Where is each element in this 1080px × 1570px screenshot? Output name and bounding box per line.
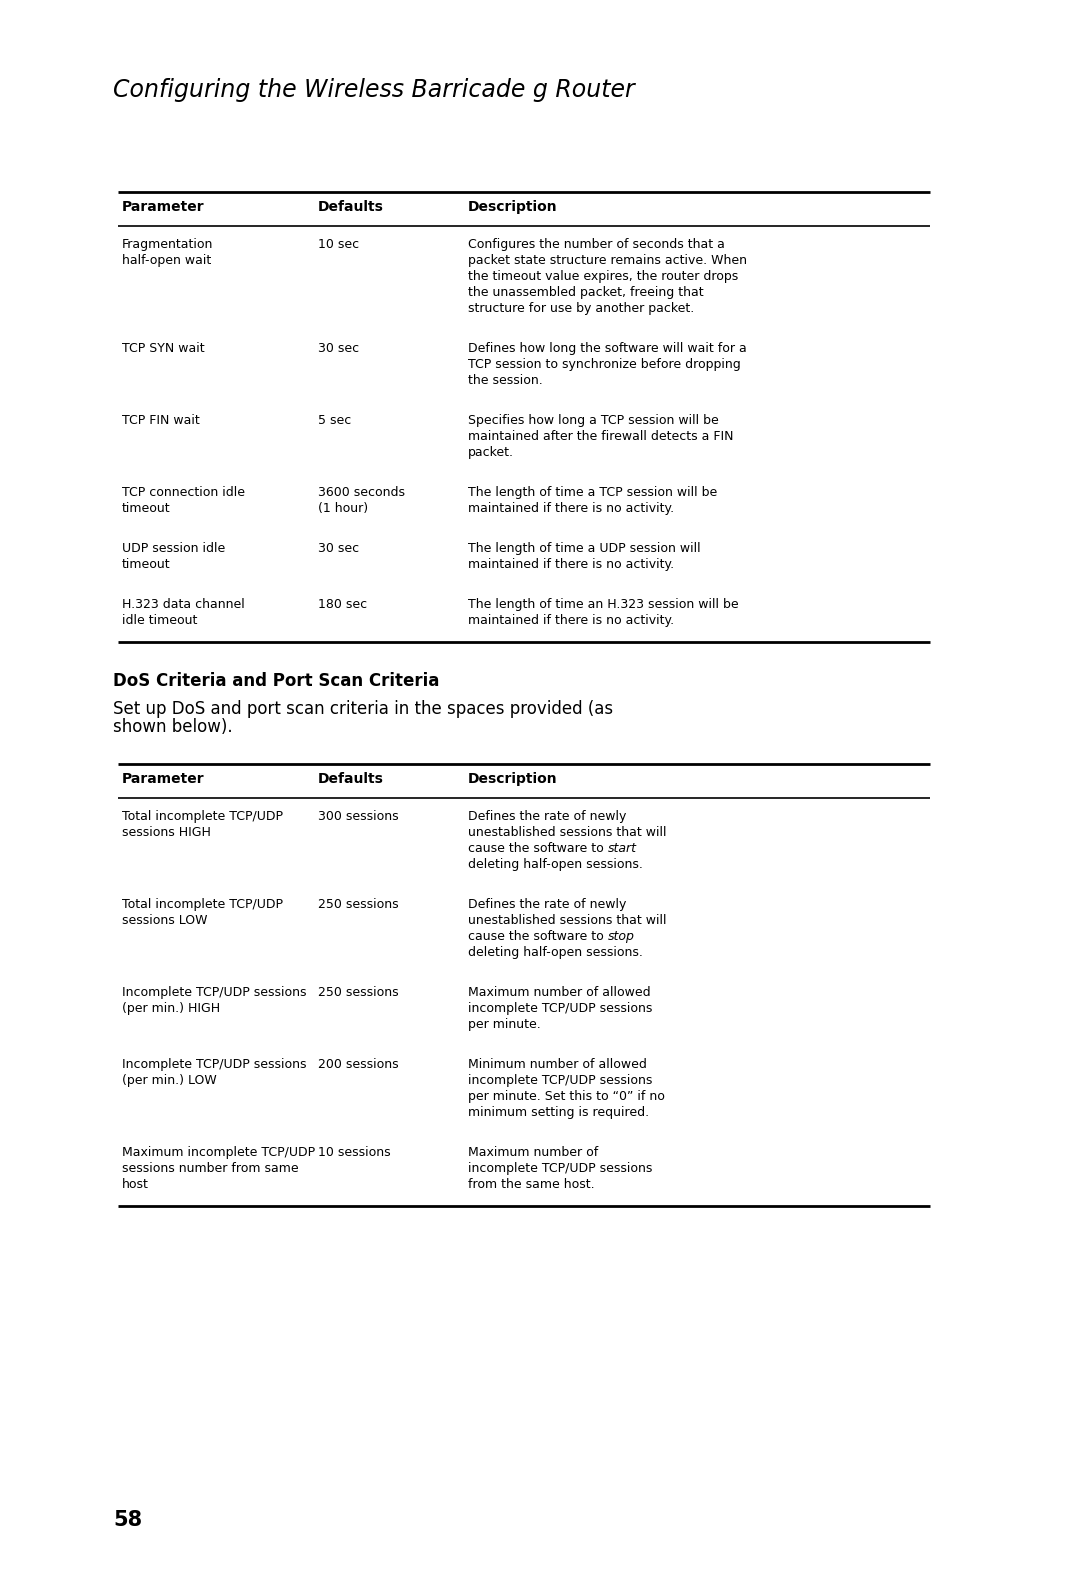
Text: 10 sessions: 10 sessions bbox=[318, 1146, 391, 1159]
Text: per minute.: per minute. bbox=[468, 1017, 541, 1031]
Text: Fragmentation: Fragmentation bbox=[122, 239, 214, 251]
Text: Total incomplete TCP/UDP: Total incomplete TCP/UDP bbox=[122, 810, 283, 823]
Text: H.323 data channel: H.323 data channel bbox=[122, 598, 245, 611]
Text: the unassembled packet, freeing that: the unassembled packet, freeing that bbox=[468, 286, 704, 298]
Text: The length of time a TCP session will be: The length of time a TCP session will be bbox=[468, 487, 717, 499]
Text: TCP SYN wait: TCP SYN wait bbox=[122, 342, 204, 355]
Text: timeout: timeout bbox=[122, 502, 171, 515]
Text: host: host bbox=[122, 1178, 149, 1192]
Text: Parameter: Parameter bbox=[122, 199, 204, 214]
Text: Defines the rate of newly: Defines the rate of newly bbox=[468, 810, 626, 823]
Text: 58: 58 bbox=[113, 1510, 143, 1531]
Text: start: start bbox=[608, 842, 637, 856]
Text: Configures the number of seconds that a: Configures the number of seconds that a bbox=[468, 239, 725, 251]
Text: The length of time an H.323 session will be: The length of time an H.323 session will… bbox=[468, 598, 739, 611]
Text: 10 sec: 10 sec bbox=[318, 239, 360, 251]
Text: 300 sessions: 300 sessions bbox=[318, 810, 399, 823]
Text: maintained if there is no activity.: maintained if there is no activity. bbox=[468, 502, 674, 515]
Text: from the same host.: from the same host. bbox=[468, 1178, 595, 1192]
Text: unestablished sessions that will: unestablished sessions that will bbox=[468, 914, 666, 926]
Text: Incomplete TCP/UDP sessions: Incomplete TCP/UDP sessions bbox=[122, 1058, 307, 1071]
Text: minimum setting is required.: minimum setting is required. bbox=[468, 1105, 649, 1119]
Text: Set up DoS and port scan criteria in the spaces provided (as: Set up DoS and port scan criteria in the… bbox=[113, 700, 613, 717]
Text: (1 hour): (1 hour) bbox=[318, 502, 368, 515]
Text: 180 sec: 180 sec bbox=[318, 598, 367, 611]
Text: Description: Description bbox=[468, 772, 557, 787]
Text: cause the software to: cause the software to bbox=[468, 929, 608, 944]
Text: maintained if there is no activity.: maintained if there is no activity. bbox=[468, 557, 674, 571]
Text: The length of time a UDP session will: The length of time a UDP session will bbox=[468, 542, 701, 556]
Text: the session.: the session. bbox=[468, 374, 543, 386]
Text: Incomplete TCP/UDP sessions: Incomplete TCP/UDP sessions bbox=[122, 986, 307, 999]
Text: 250 sessions: 250 sessions bbox=[318, 898, 399, 911]
Text: incomplete TCP/UDP sessions: incomplete TCP/UDP sessions bbox=[468, 1074, 652, 1086]
Text: maintained after the firewall detects a FIN: maintained after the firewall detects a … bbox=[468, 430, 733, 443]
Text: stop: stop bbox=[608, 929, 635, 944]
Text: cause the software to: cause the software to bbox=[468, 842, 608, 856]
Text: Defaults: Defaults bbox=[318, 199, 383, 214]
Text: deleting half-open sessions.: deleting half-open sessions. bbox=[468, 857, 643, 871]
Text: packet state structure remains active. When: packet state structure remains active. W… bbox=[468, 254, 747, 267]
Text: Parameter: Parameter bbox=[122, 772, 204, 787]
Text: (per min.) LOW: (per min.) LOW bbox=[122, 1074, 217, 1086]
Text: maintained if there is no activity.: maintained if there is no activity. bbox=[468, 614, 674, 626]
Text: (per min.) HIGH: (per min.) HIGH bbox=[122, 1002, 220, 1014]
Text: Maximum number of allowed: Maximum number of allowed bbox=[468, 986, 650, 999]
Text: 3600 seconds: 3600 seconds bbox=[318, 487, 405, 499]
Text: UDP session idle: UDP session idle bbox=[122, 542, 226, 556]
Text: Minimum number of allowed: Minimum number of allowed bbox=[468, 1058, 647, 1071]
Text: TCP FIN wait: TCP FIN wait bbox=[122, 414, 200, 427]
Text: Defaults: Defaults bbox=[318, 772, 383, 787]
Text: 5 sec: 5 sec bbox=[318, 414, 351, 427]
Text: 30 sec: 30 sec bbox=[318, 542, 360, 556]
Text: Defines the rate of newly: Defines the rate of newly bbox=[468, 898, 626, 911]
Text: Defines how long the software will wait for a: Defines how long the software will wait … bbox=[468, 342, 746, 355]
Text: Configuring the Wireless Barricade g Router: Configuring the Wireless Barricade g Rou… bbox=[113, 78, 635, 102]
Text: sessions number from same: sessions number from same bbox=[122, 1162, 299, 1174]
Text: sessions HIGH: sessions HIGH bbox=[122, 826, 211, 838]
Text: idle timeout: idle timeout bbox=[122, 614, 198, 626]
Text: half-open wait: half-open wait bbox=[122, 254, 212, 267]
Text: the timeout value expires, the router drops: the timeout value expires, the router dr… bbox=[468, 270, 739, 283]
Text: TCP connection idle: TCP connection idle bbox=[122, 487, 245, 499]
Text: 250 sessions: 250 sessions bbox=[318, 986, 399, 999]
Text: structure for use by another packet.: structure for use by another packet. bbox=[468, 301, 694, 316]
Text: Maximum number of: Maximum number of bbox=[468, 1146, 598, 1159]
Text: shown below).: shown below). bbox=[113, 717, 232, 736]
Text: packet.: packet. bbox=[468, 446, 514, 458]
Text: Maximum incomplete TCP/UDP: Maximum incomplete TCP/UDP bbox=[122, 1146, 315, 1159]
Text: incomplete TCP/UDP sessions: incomplete TCP/UDP sessions bbox=[468, 1162, 652, 1174]
Text: Total incomplete TCP/UDP: Total incomplete TCP/UDP bbox=[122, 898, 283, 911]
Text: Specifies how long a TCP session will be: Specifies how long a TCP session will be bbox=[468, 414, 719, 427]
Text: 200 sessions: 200 sessions bbox=[318, 1058, 399, 1071]
Text: DoS Criteria and Port Scan Criteria: DoS Criteria and Port Scan Criteria bbox=[113, 672, 440, 689]
Text: incomplete TCP/UDP sessions: incomplete TCP/UDP sessions bbox=[468, 1002, 652, 1014]
Text: timeout: timeout bbox=[122, 557, 171, 571]
Text: Description: Description bbox=[468, 199, 557, 214]
Text: 30 sec: 30 sec bbox=[318, 342, 360, 355]
Text: unestablished sessions that will: unestablished sessions that will bbox=[468, 826, 666, 838]
Text: sessions LOW: sessions LOW bbox=[122, 914, 207, 926]
Text: deleting half-open sessions.: deleting half-open sessions. bbox=[468, 947, 643, 959]
Text: per minute. Set this to “0” if no: per minute. Set this to “0” if no bbox=[468, 1090, 665, 1104]
Text: TCP session to synchronize before dropping: TCP session to synchronize before droppi… bbox=[468, 358, 741, 371]
